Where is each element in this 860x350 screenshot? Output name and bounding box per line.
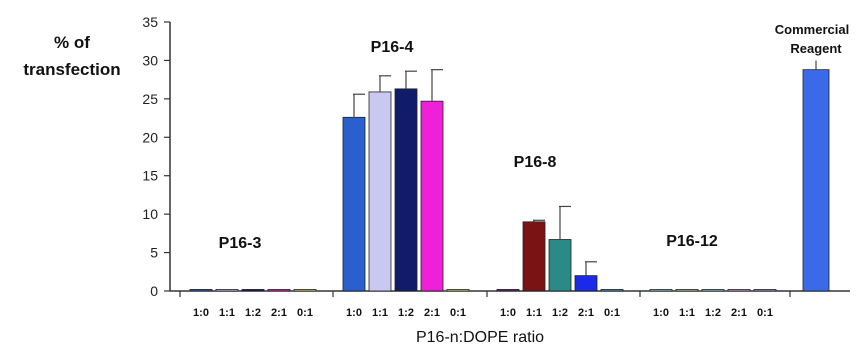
reference-label-line2: Reagent xyxy=(790,41,842,56)
bar xyxy=(574,275,598,292)
y-tick-label: 10 xyxy=(142,206,158,222)
group-label: P16-4 xyxy=(371,39,414,56)
y-tick-label: 20 xyxy=(142,129,158,145)
bar xyxy=(293,289,317,292)
x-tick-label: 0:1 xyxy=(297,307,313,319)
bar xyxy=(368,91,392,292)
bar xyxy=(215,289,239,292)
bars xyxy=(189,60,830,292)
x-tick-label: 1:1 xyxy=(372,307,388,319)
y-tick-label: 5 xyxy=(150,245,158,261)
y-tick-label: 25 xyxy=(142,91,158,107)
x-tick-label: 1:0 xyxy=(346,307,362,319)
bar xyxy=(753,289,777,292)
x-tick-label: 1:2 xyxy=(705,307,721,319)
x-tick-label: 1:2 xyxy=(398,307,414,319)
x-tick-label: 1:1 xyxy=(219,307,235,319)
x-tick-label: 1:0 xyxy=(500,307,516,319)
bar xyxy=(420,100,444,292)
x-tick-label: 2:1 xyxy=(578,307,594,319)
reference-label-line1: Commercial xyxy=(775,22,849,37)
bar xyxy=(496,289,520,292)
bar xyxy=(267,289,291,292)
x-tick-label: 1:1 xyxy=(679,307,695,319)
bar xyxy=(548,239,572,292)
y-tick-label: 0 xyxy=(150,283,158,299)
bar xyxy=(241,289,265,292)
x-tick-label: 1:2 xyxy=(552,307,568,319)
bar xyxy=(701,289,725,292)
x-tick-label: 0:1 xyxy=(757,307,773,319)
x-tick-label: 2:1 xyxy=(731,307,747,319)
y-tick-label: 15 xyxy=(142,168,158,184)
bar xyxy=(727,289,751,292)
y-tick-label: 35 xyxy=(142,14,158,30)
group-label: P16-8 xyxy=(514,154,557,171)
x-tick-label: 2:1 xyxy=(271,307,287,319)
x-tick-label: 1:2 xyxy=(245,307,261,319)
x-tick-label: 2:1 xyxy=(424,307,440,319)
group-label: P16-12 xyxy=(666,233,718,250)
bar xyxy=(189,289,213,292)
bar xyxy=(600,289,624,292)
x-tick-label: 1:1 xyxy=(526,307,542,319)
y-tick-label: 30 xyxy=(142,52,158,68)
axes: 0 5 10 15 20 25 30 35 xyxy=(142,14,850,299)
bar xyxy=(649,289,673,292)
bar-commercial-reagent xyxy=(802,69,830,292)
x-tick-label: 0:1 xyxy=(450,307,466,319)
bar xyxy=(522,221,546,292)
bar xyxy=(394,88,418,292)
y-axis-label-line1: % of xyxy=(54,33,90,52)
y-axis-label-line2: transfection xyxy=(23,60,120,79)
x-axis-label: P16-n:DOPE ratio xyxy=(416,329,544,346)
labels: 1:0 1:1 1:2 2:1 0:1 P16-3 1:0 1:1 1:2 2:1 0:1 P16-4… xyxy=(193,22,849,319)
bar xyxy=(342,116,366,292)
bar xyxy=(675,289,699,292)
bar xyxy=(446,289,470,292)
x-tick-label: 1:0 xyxy=(193,307,209,319)
x-tick-label: 0:1 xyxy=(604,307,620,319)
group-label: P16-3 xyxy=(219,235,262,252)
x-tick-label: 1:0 xyxy=(653,307,669,319)
